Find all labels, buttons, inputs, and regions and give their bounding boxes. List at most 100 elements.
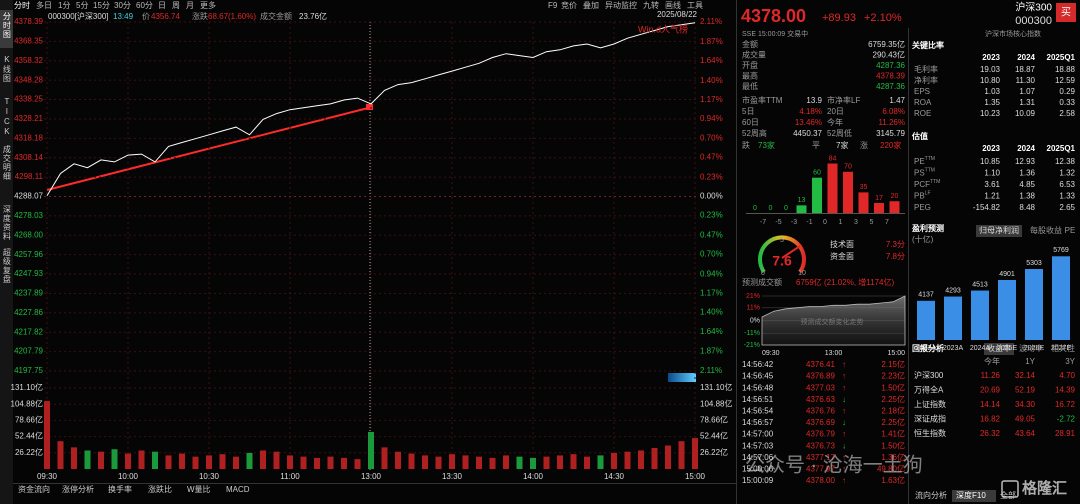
trade-price: 4376.69: [806, 418, 835, 427]
tab[interactable]: 每股收益: [1030, 225, 1062, 235]
section-title: 估值: [911, 131, 928, 141]
column-header: 2025Q1: [1047, 53, 1076, 62]
tab[interactable]: 归母净利润: [979, 225, 1019, 235]
volume-bar: [422, 455, 428, 469]
row-label-sup: TTM: [925, 168, 935, 174]
tab[interactable]: PE: [1065, 226, 1076, 235]
bar-value-label: 5303: [1026, 260, 1042, 267]
volume-bar: [341, 457, 347, 469]
bottom-tab[interactable]: 深度F10: [956, 490, 986, 500]
x-tick-label: 2025E: [997, 345, 1018, 352]
cell: 10.80: [980, 76, 1001, 85]
header-change-label: 涨跌: [192, 11, 208, 21]
y2-tick-label: 2.11%: [700, 366, 722, 375]
bottom-tab[interactable]: 涨跌比: [148, 484, 172, 494]
toolbar-item[interactable]: 九转: [643, 0, 659, 10]
bottom-tab[interactable]: MACD: [226, 485, 250, 494]
volume-bar: [435, 456, 442, 469]
side-tab[interactable]: 成交明细: [2, 144, 11, 181]
breadth: 73家: [758, 140, 775, 150]
volume-bar: [678, 441, 685, 469]
toolbar-item[interactable]: 60分: [136, 1, 153, 10]
y2-tick-label: 0.00%: [700, 192, 723, 201]
buy-button[interactable]: 买: [1061, 7, 1071, 19]
side-tab[interactable]: TICK: [2, 97, 11, 137]
side-tab[interactable]: 深度资料: [2, 205, 11, 241]
bottom-tab[interactable]: 流向分析: [915, 490, 947, 500]
y2-tick-label: 1.17%: [700, 95, 723, 104]
volume-bar: [57, 441, 64, 469]
gauge-tick: 5: [780, 237, 784, 244]
x-tick-label: 2022A: [916, 345, 937, 352]
volume-bar: [327, 456, 334, 469]
trade-time: 15:00:06: [742, 465, 774, 474]
bar-value-label: 0: [769, 205, 773, 212]
bottom-tab[interactable]: 换手率: [108, 484, 132, 494]
toolbar-item[interactable]: 日: [158, 1, 166, 10]
toolbar-item[interactable]: 更多: [200, 0, 216, 10]
side-tab[interactable]: K线图: [2, 55, 11, 83]
earnings-bar: [971, 290, 989, 340]
volume-bar: [98, 451, 104, 469]
tab[interactable]: 相关性: [1051, 343, 1075, 353]
toolbar-item[interactable]: 竞价: [561, 0, 577, 10]
bottom-tab[interactable]: 涨停分析: [62, 484, 94, 494]
row-label: PSTTM: [914, 168, 935, 178]
volume-bar: [287, 455, 293, 469]
y2-tick-label: 0.70%: [700, 134, 723, 143]
bottom-tab[interactable]: W量比: [187, 484, 211, 494]
trade-price: 4376.76: [806, 407, 835, 416]
toolbar-item[interactable]: 月: [186, 1, 194, 10]
boundary-label: 1: [839, 219, 843, 226]
toolbar-item[interactable]: 叠加: [583, 0, 599, 10]
toolbar-item[interactable]: 1分: [58, 1, 70, 10]
side-tab[interactable]: 分时图: [2, 12, 11, 39]
toolbar-item[interactable]: 15分: [93, 1, 110, 10]
column-header: 2023: [982, 53, 1000, 62]
row-label: EPS: [914, 87, 930, 96]
toolbar-item[interactable]: 30分: [114, 1, 131, 10]
breadth: 7家: [836, 140, 848, 150]
bottom-tab[interactable]: 资金流向: [18, 484, 50, 494]
trade-time: 14:56:42: [742, 360, 774, 369]
toolbar-item[interactable]: 周: [172, 1, 180, 10]
volume-bar: [354, 459, 361, 469]
distribution-bar: [889, 201, 900, 213]
tab[interactable]: 波动率: [1019, 343, 1043, 353]
row-label: PEG: [914, 203, 931, 212]
toolbar-item[interactable]: 画线: [665, 0, 681, 10]
volume-bar: [368, 431, 374, 469]
volume-tick-label: 78.66亿: [15, 415, 43, 425]
volume-bar: [638, 450, 644, 469]
header-amount: 23.76亿: [299, 11, 327, 21]
trade-time: 14:57:03: [742, 441, 774, 450]
toolbar-item[interactable]: 分时: [14, 0, 30, 10]
buy-button-bg: [1056, 3, 1076, 22]
toolbar-item[interactable]: F9: [548, 1, 558, 10]
cell: 19.03: [980, 65, 1001, 74]
stat-value: 4450.37: [793, 129, 822, 138]
y-tick-label: 4207.79: [14, 347, 43, 356]
trade-dir: ↑: [842, 476, 846, 485]
trade-dir: ↓: [842, 418, 846, 427]
tab[interactable]: 收益率: [987, 343, 1011, 353]
toolbar-item[interactable]: 多日: [36, 0, 52, 10]
side-tab-active: [0, 10, 13, 48]
volume-tick-label: 26.22亿: [700, 447, 728, 457]
side-tab[interactable]: 超级复盘: [2, 247, 11, 284]
header-amount-label: 成交金额: [260, 11, 292, 21]
y-tick-label: 4268.00: [14, 230, 43, 239]
column-header: 2024: [1017, 53, 1035, 62]
trade-price: 4377.17: [806, 453, 835, 462]
y-tick-label: 4318.18: [14, 133, 43, 142]
volume-bar: [179, 453, 185, 469]
section-title: 盈利预测: [911, 223, 944, 233]
trade-price: 4376.89: [806, 372, 835, 381]
column-header: 2024: [1017, 144, 1035, 153]
toolbar-item[interactable]: 5分: [76, 1, 88, 10]
bottom-tab[interactable]: 全部: [1000, 490, 1016, 500]
cell: 1.07: [1019, 87, 1035, 96]
toolbar-item[interactable]: 工具: [687, 1, 703, 10]
toolbar-item[interactable]: 异动监控: [605, 0, 637, 10]
